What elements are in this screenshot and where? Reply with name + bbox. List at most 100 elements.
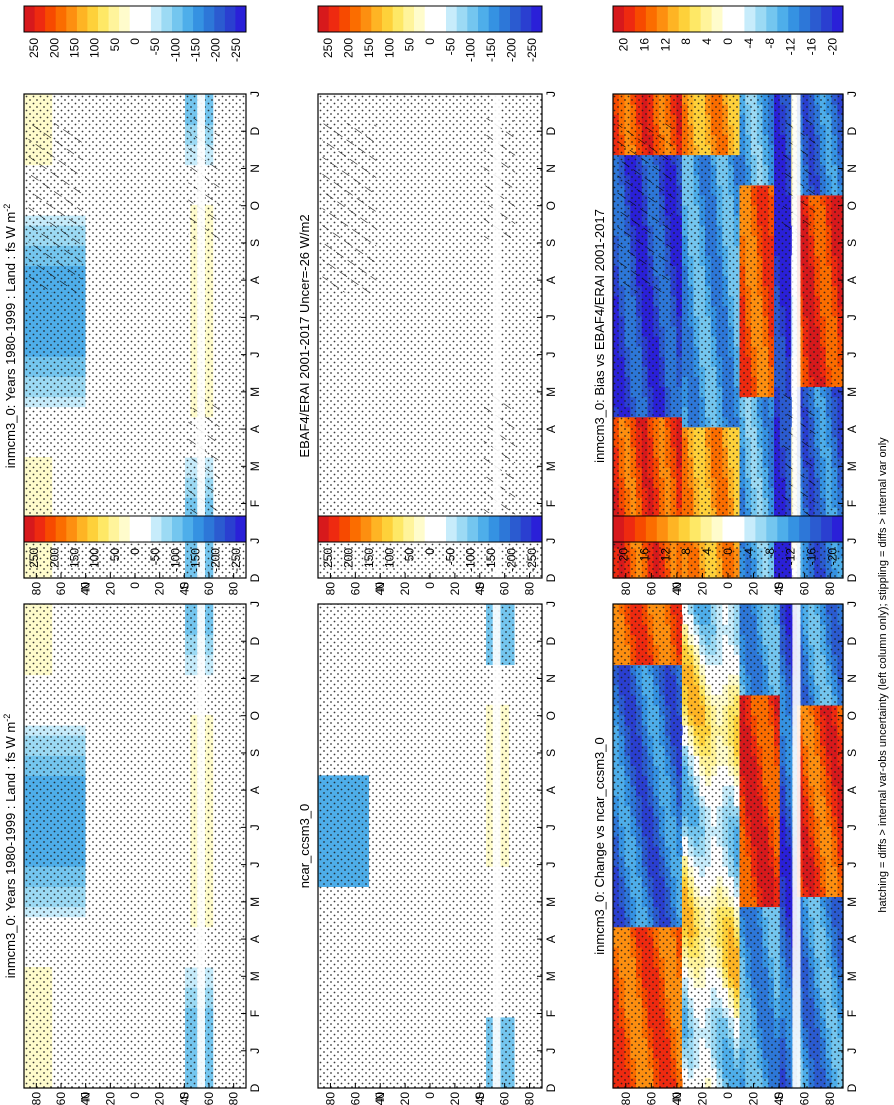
colorbar-segment [350,6,362,32]
colorbar-segment [821,6,833,32]
colorbar-label: -150 [484,38,498,62]
colorbar-label: 100 [88,38,102,58]
x-tick-label: 20 [153,582,167,596]
colorbar-segment [777,6,789,32]
y-tick-label: J [248,352,262,358]
colorbar-label: -50 [148,548,162,566]
x-tick-label: 60 [202,582,216,596]
hatching-overlay [617,123,673,293]
missing-data-strip [197,94,205,578]
panel-title: inmcm3_0: Years 1980-1999 : Land : fs W … [2,204,18,469]
colorbar-segment [414,516,426,542]
colorbar-label: -100 [168,548,182,572]
x-tick-label: 80 [523,1092,537,1105]
colorbar-label: 20 [616,38,630,52]
colorbar-label: 16 [637,38,651,52]
colorbar-label: 100 [88,548,102,568]
x-tick-label: 60 [498,582,512,596]
y-tick-label: A [544,425,558,433]
y-tick-label: J [248,538,262,544]
panel-title: inmcm3_0: Change vs ncar_ccsm3_0 [592,737,607,955]
heatmap-panel-bias: inmcm3_0: Bias vs EBAF4/ERAI 2001-201780… [592,5,859,596]
colorbar-label: 50 [108,38,122,52]
colorbar-segment [467,6,479,32]
colorbar-segment [520,6,532,32]
x-tick-label: 80 [323,582,337,596]
colorbar-segment [478,6,490,32]
y-tick-label: S [845,239,859,247]
colorbar-segment [318,516,330,542]
x-tick-label: 20 [398,582,412,596]
colorbar-label: -12 [784,38,798,56]
colorbar-frame [23,515,247,543]
colorbar-segment [161,6,173,32]
colorbar-segment [172,516,183,542]
colorbar-label: 100 [382,38,396,58]
x-tick-label: 40 [373,582,387,596]
colorbar-segment [832,6,844,32]
colorbar-segment [182,6,194,32]
panel-title: inmcm3_0: Bias vs EBAF4/ERAI 2001-2017 [592,209,607,463]
x-tick-label: 60 [644,582,658,596]
colorbar-segment [488,516,500,542]
y-tick-label: J [544,862,558,868]
colorbar-label: -8 [763,38,777,49]
y-tick-label: M [845,461,859,471]
missing-data-strip [792,94,801,578]
colorbar-label: 150 [362,548,376,568]
colorbar-segment [150,516,162,542]
y-tick-label: A [248,935,262,943]
colorbar-segment [711,6,723,32]
x-tick-hemisphere: N [670,582,684,591]
colorbar-segment [799,6,811,32]
colorbar-segment [700,6,712,32]
colorbar-segment [766,6,778,32]
colorbar-segment [435,516,447,542]
colorbar-label: 250 [321,548,335,568]
y-tick-label: N [544,674,558,683]
colorbar-segment [435,6,447,32]
colorbar-segment [371,516,383,542]
y-tick-label: J [248,91,262,97]
colorbar-segment [24,6,35,32]
missing-data-strip [197,604,205,1088]
colorbar-label: 250 [321,38,335,58]
x-tick-label: 20 [103,582,117,596]
colorbar-segment [382,516,394,542]
colorbar-segment [456,516,468,542]
colorbar-segment [98,516,109,542]
y-tick-label: D [544,637,558,646]
colorbar-segment [140,516,152,542]
colorbar-segment [810,6,822,32]
colorbar-segment [119,6,131,32]
colorbar-segment [235,516,247,542]
colorbar-label: -250 [229,548,243,572]
y-tick-label: J [248,314,262,320]
colorbar-segment [382,6,394,32]
panel-title: EBAF4/ERAI 2001-2017 Uncer=-26 W/m2 [297,214,312,457]
x-tick-label: 60 [202,1092,216,1105]
x-tick-label: 40 [177,1092,191,1105]
y-tick-label: D [544,573,558,582]
colorbar-segment [744,6,756,32]
y-tick-label: A [544,935,558,943]
y-tick-label: M [544,897,558,907]
colorbar-segment [172,6,183,32]
colorbar-segment [350,516,362,542]
colorbar-segment [403,6,415,32]
colorbar-label: 200 [47,38,61,58]
x-tick-label: 40 [473,582,487,596]
colorbar-frame [317,515,543,543]
y-tick-label: M [248,897,262,907]
y-tick-label: J [544,314,558,320]
colorbar-segment [55,516,67,542]
colorbar-segment [34,516,46,542]
x-tick-label: 0 [128,1092,142,1099]
colorbar-segment [129,516,141,542]
y-tick-label: F [845,500,859,507]
x-tick-label: 40 [373,1092,387,1105]
x-tick-label: 0 [721,582,735,589]
y-tick-label: M [544,461,558,471]
y-tick-label: M [248,971,262,981]
x-tick-hemisphere: S [473,1092,487,1100]
